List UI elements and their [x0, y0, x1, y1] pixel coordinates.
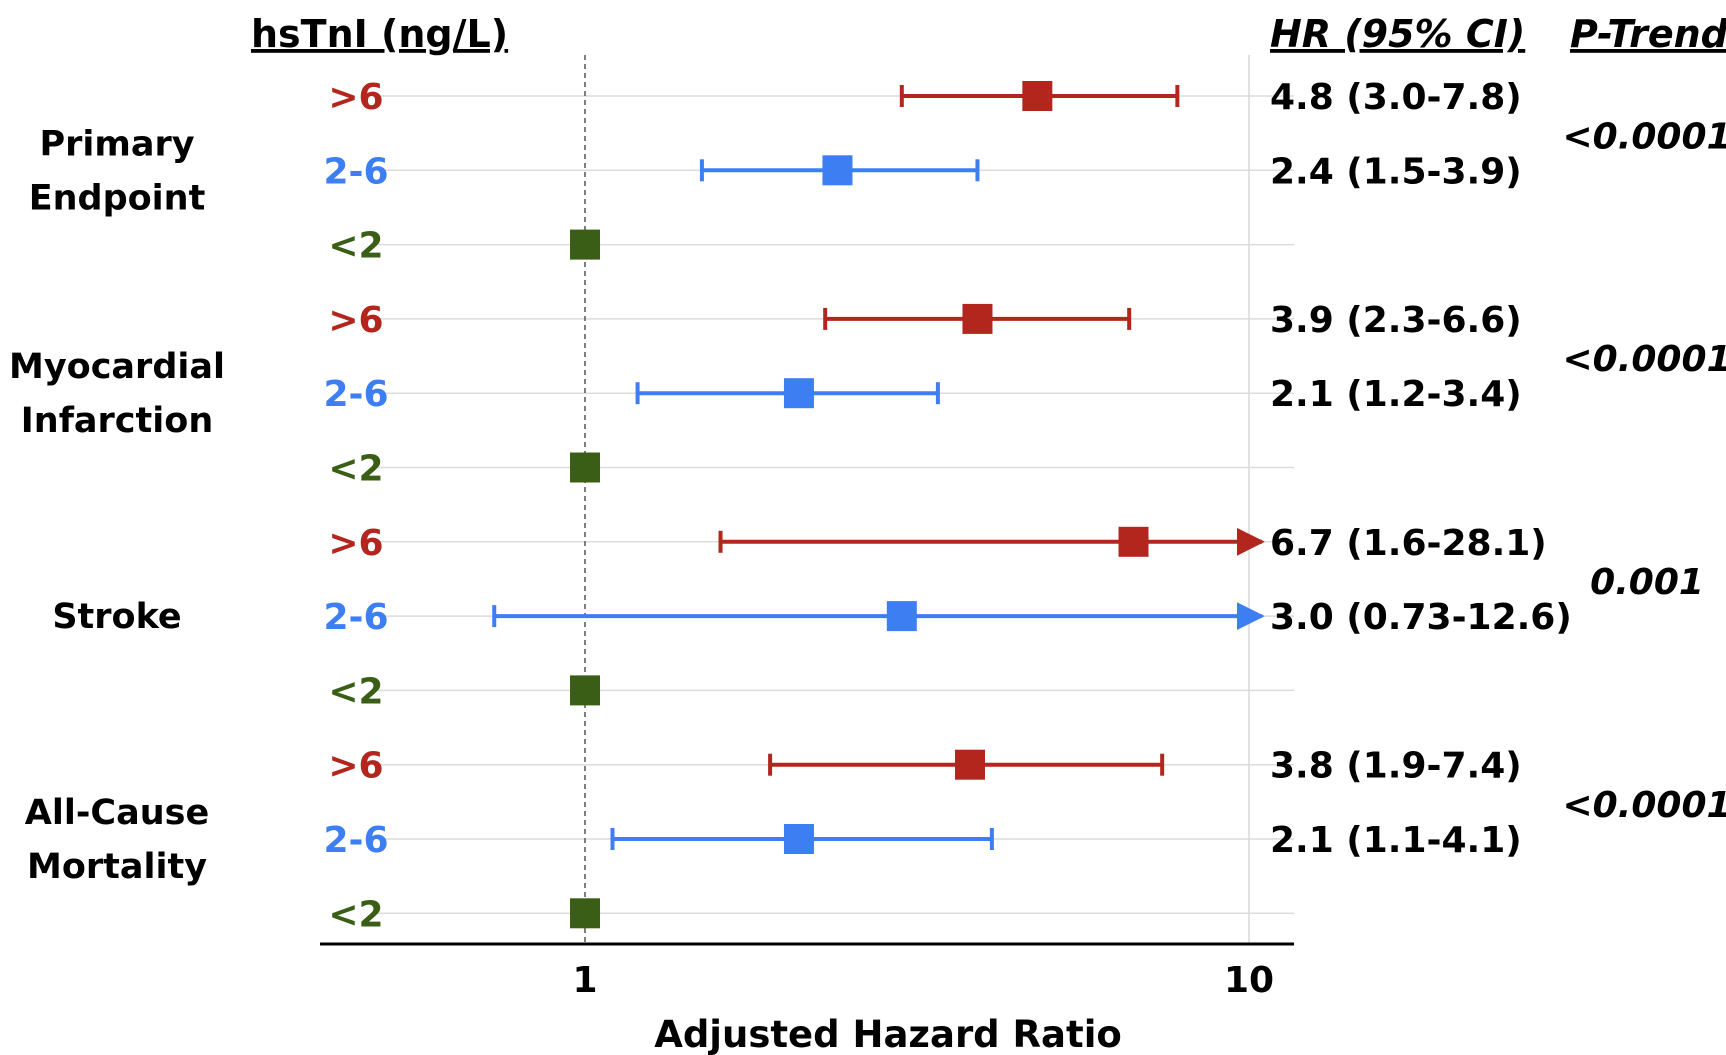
p-trend-value: <0.0001 — [1562, 116, 1726, 157]
point-estimate — [783, 378, 814, 409]
level-label: <2 — [328, 226, 383, 267]
x-tick-label: 1 — [572, 960, 597, 1001]
point-estimate — [570, 675, 600, 706]
point-estimate — [886, 601, 917, 632]
group-label: All-Cause — [25, 793, 209, 833]
p-trend-value: <0.0001 — [1562, 785, 1726, 826]
x-axis-label: Adjusted Hazard Ratio — [654, 1013, 1122, 1055]
estimates — [492, 81, 1265, 929]
point-estimate — [1022, 81, 1053, 111]
level-label: <2 — [328, 894, 383, 935]
p-trend-value: 0.001 — [1590, 562, 1704, 603]
group-label: Stroke — [52, 597, 181, 637]
group-labels: Primary Endpoint Myocardial Infarction Strok… — [9, 124, 225, 887]
hr-ci-label: 3.0 (0.73-12.6) — [1270, 597, 1572, 638]
group-label: Mortality — [27, 847, 207, 887]
level-label: >6 — [328, 746, 383, 787]
hr-ci-label: 6.7 (1.6-28.1) — [1270, 523, 1547, 564]
group-label: Myocardial — [9, 347, 225, 387]
point-estimate — [822, 155, 853, 186]
point-estimate — [570, 229, 600, 260]
group-label: Endpoint — [29, 178, 206, 218]
level-label: 2-6 — [323, 820, 388, 861]
level-label: 2-6 — [323, 597, 388, 638]
point-estimate — [570, 452, 600, 483]
hr-ci-labels: 4.8 (3.0-7.8) 2.4 (1.5-3.9) 3.9 (2.3-6.6) 2… — [1270, 77, 1572, 861]
level-label: 2-6 — [323, 374, 388, 415]
header-p-trend: P-Trend — [1570, 12, 1726, 56]
level-labels: >6 2-6 <2 >6 2-6 <2 >6 2-6 <2 >6 2-6 <2 — [323, 77, 388, 935]
header-hr-ci: HR (95% CI) — [1270, 12, 1525, 56]
p-trend-values: <0.0001 <0.0001 0.001 <0.0001 — [1562, 116, 1726, 826]
x-tick-label: 10 — [1224, 960, 1274, 1001]
p-trend-value: <0.0001 — [1562, 339, 1726, 380]
point-estimate — [954, 749, 985, 780]
point-estimate — [962, 303, 993, 334]
level-label: <2 — [328, 671, 383, 712]
header-hstni: hsTnI (ng/L) — [251, 12, 508, 56]
level-label: <2 — [328, 449, 383, 490]
level-label: >6 — [328, 77, 383, 118]
level-label: >6 — [328, 523, 383, 564]
hr-ci-label: 2.1 (1.2-3.4) — [1270, 374, 1522, 415]
level-label: 2-6 — [323, 151, 388, 192]
point-estimate — [570, 898, 600, 929]
hr-ci-label: 3.8 (1.9-7.4) — [1270, 746, 1522, 787]
group-label: Primary — [39, 124, 194, 164]
hr-ci-label: 3.9 (2.3-6.6) — [1270, 300, 1522, 341]
group-label: Infarction — [21, 401, 213, 441]
hr-ci-label: 2.4 (1.5-3.9) — [1270, 151, 1522, 192]
hr-ci-label: 2.1 (1.1-4.1) — [1270, 820, 1522, 861]
level-label: >6 — [328, 300, 383, 341]
point-estimate — [783, 824, 814, 854]
point-estimate — [1118, 526, 1149, 557]
x-tick-labels: 1 10 — [572, 960, 1274, 1001]
row-gridlines — [378, 95, 1294, 915]
hr-ci-label: 4.8 (3.0-7.8) — [1270, 77, 1522, 118]
